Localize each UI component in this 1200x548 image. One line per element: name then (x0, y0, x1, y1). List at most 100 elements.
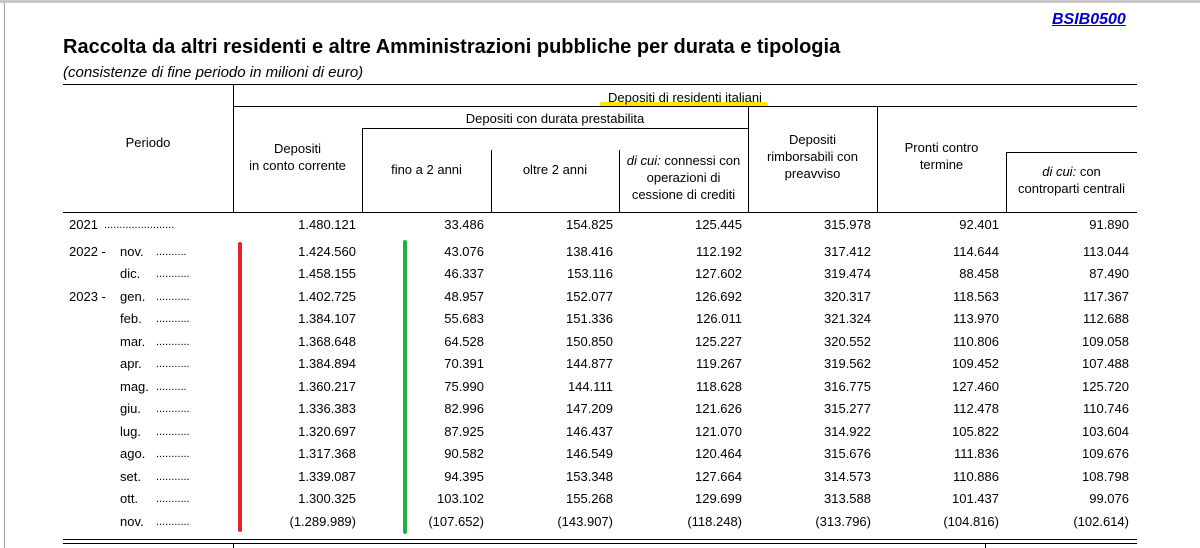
cell-fino-2-anni: 103.102 (437, 491, 484, 506)
header-rimborsabili: Depositi rimborsabili con preavviso (748, 131, 877, 182)
cell-controparti: 99.076 (1089, 491, 1129, 506)
table-row: giu............ 1.336.383 82.996 147.209 121… (0, 398, 1200, 420)
cell-connessi: 129.699 (695, 491, 742, 506)
col-sep-4 (619, 150, 620, 212)
row-month: mag. (120, 379, 149, 394)
cell-connessi: 127.602 (695, 266, 742, 281)
header-contro-dicui: di cui: (1042, 164, 1077, 179)
table-row: 2022 - nov........... 1.424.560 43.076 138.4… (0, 241, 1200, 263)
cell-connessi: 120.464 (695, 446, 742, 461)
cell-rimborsabili: 317.412 (824, 244, 871, 259)
table-row: dic............ 1.458.155 46.337 153.116 127… (0, 263, 1200, 285)
cell-conto-corrente: 1.458.155 (298, 266, 356, 281)
cell-oltre-2-anni: (143.907) (557, 514, 613, 529)
cell-conto-corrente: 1.300.325 (298, 491, 356, 506)
cell-oltre-2-anni: 147.209 (566, 401, 613, 416)
col-sep-7 (1006, 152, 1007, 212)
header-pronti: Pronti contro termine (877, 139, 1006, 173)
page-subtitle: (consistenze di fine periodo in milioni … (63, 64, 364, 81)
header-oltre-2-anni: oltre 2 anni (522, 162, 588, 177)
header-periodo: Periodo (125, 135, 171, 150)
cell-oltre-2-anni: 153.116 (566, 266, 613, 281)
table-row: ago............ 1.317.368 90.582 146.549 120… (0, 443, 1200, 465)
row-month: nov. (120, 514, 144, 529)
header-rimb-line2: rimborsabili con (766, 149, 859, 164)
cell-connessi: 119.267 (695, 356, 742, 371)
cell-oltre-2-anni: 152.077 (566, 289, 613, 304)
yellow-highlight (600, 102, 768, 106)
header-rimb-line3: preavviso (784, 166, 841, 181)
col-sep-6 (877, 106, 878, 212)
header-connessi-line1: connessi con (664, 153, 741, 168)
cell-conto-corrente: 1.402.725 (298, 289, 356, 304)
cell-fino-2-anni: 48.957 (444, 289, 484, 304)
row-leader-dots: ........... (156, 291, 190, 303)
cell-rimborsabili: 314.573 (824, 469, 871, 484)
cell-connessi: 118.628 (695, 379, 742, 394)
page-title: Raccolta da altri residenti e altre Ammi… (63, 36, 841, 58)
row-leader-dots: ........... (156, 493, 190, 505)
cell-rimborsabili: 321.324 (824, 311, 871, 326)
cell-pronti: 101.437 (952, 491, 999, 506)
row-leader-dots: ........... (156, 516, 190, 528)
table-row: feb............ 1.384.107 55.683 151.336 126… (0, 308, 1200, 330)
col-sep-3 (491, 150, 492, 212)
cell-controparti: 109.676 (1082, 446, 1129, 461)
cell-oltre-2-anni: 150.850 (566, 334, 613, 349)
cell-rimborsabili: 319.474 (824, 266, 871, 281)
row-leader-dots: ........... (156, 426, 190, 438)
cell-connessi: 121.070 (695, 424, 742, 439)
green-annotation-mark (403, 240, 407, 534)
window-left-border (4, 3, 5, 548)
cell-conto-corrente: (1.289.989) (289, 514, 357, 529)
table-code-link[interactable]: BSIB0500 (1052, 11, 1126, 28)
contro-rule (1006, 152, 1137, 153)
cell-fino-2-anni: 46.337 (444, 266, 484, 281)
cell-pronti: 110.806 (952, 334, 999, 349)
cell-connessi: 125.445 (695, 217, 742, 232)
cell-connessi: (118.248) (687, 514, 742, 529)
cell-fino-2-anni: 82.996 (444, 401, 484, 416)
cell-connessi: 126.692 (695, 289, 742, 304)
cell-pronti: 110.886 (952, 469, 999, 484)
cell-pronti: 109.452 (952, 356, 999, 371)
header-connessi-line2: operazioni di (646, 170, 721, 185)
cell-oltre-2-anni: 144.877 (566, 356, 613, 371)
table-row: mar............ 1.368.648 64.528 150.850 125… (0, 331, 1200, 353)
cell-oltre-2-anni: 146.549 (566, 446, 613, 461)
header-fino-2-anni: fino a 2 anni (391, 162, 462, 177)
cell-rimborsabili: (313.796) (815, 514, 871, 529)
cell-rimborsabili: 320.552 (824, 334, 871, 349)
col-sep-5 (748, 106, 749, 212)
cell-connessi: 125.227 (695, 334, 742, 349)
row-leader-dots: ........... (156, 471, 190, 483)
row-leader-dots: ........... (156, 403, 190, 415)
cell-fino-2-anni: 90.582 (444, 446, 484, 461)
cell-rimborsabili: 314.922 (824, 424, 871, 439)
bottom-tick-1 (233, 543, 234, 548)
row-leader-dots: .......... (156, 246, 187, 258)
cell-conto-corrente: 1.424.560 (298, 244, 356, 259)
row-month: ago. (120, 446, 146, 461)
cell-rimborsabili: 316.775 (824, 379, 871, 394)
header-bottom-rule (63, 212, 1137, 213)
row-month: lug. (120, 424, 141, 439)
cell-rimborsabili: 319.562 (824, 356, 871, 371)
cell-connessi: 127.664 (695, 469, 742, 484)
row-month: ott. (120, 491, 139, 506)
header-residenti: Depositi di residenti italiani (608, 90, 762, 105)
cell-conto-corrente: 1.368.648 (298, 334, 356, 349)
table-row: 2023 - gen............ 1.402.725 48.957 152.… (0, 286, 1200, 308)
cell-pronti: 118.563 (952, 289, 999, 304)
table-row: ott............ 1.300.325 103.102 155.268 12… (0, 488, 1200, 510)
table-row: nov............ (1.289.989) (107.652) (143.… (0, 511, 1200, 533)
header-pronti-line2: termine (919, 157, 964, 172)
cell-fino-2-anni: 70.391 (444, 356, 484, 371)
header-contro-line1: con (1079, 164, 1101, 179)
cell-conto-corrente: 1.384.894 (298, 356, 356, 371)
cell-fino-2-anni: 55.683 (444, 311, 484, 326)
cell-oltre-2-anni: 151.336 (566, 311, 613, 326)
cell-oltre-2-anni: 154.825 (566, 217, 613, 232)
row-month: feb. (120, 311, 142, 326)
durata-rule (362, 128, 748, 129)
